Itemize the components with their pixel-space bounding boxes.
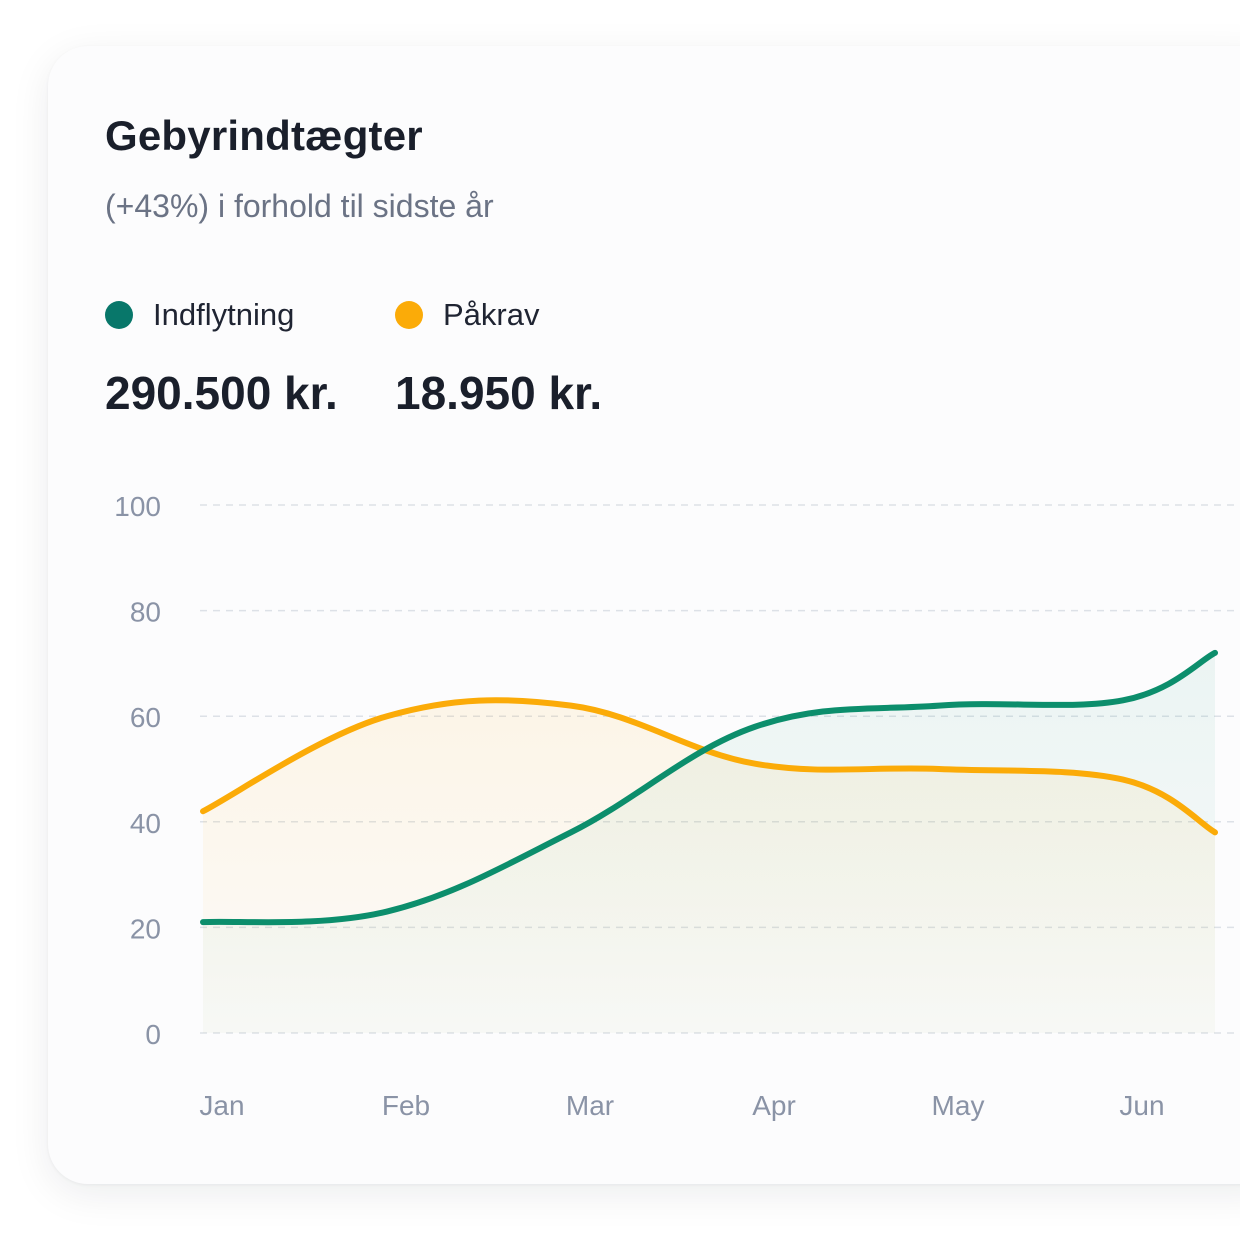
x-tick-label: Jan: [199, 1090, 244, 1121]
legend-item-pakrav[interactable]: Påkrav: [395, 297, 539, 333]
legend-dot-pakrav: [395, 301, 423, 329]
legend-dot-indflytning: [105, 301, 133, 329]
y-tick-label: 60: [130, 702, 161, 733]
x-tick-label: Jun: [1119, 1090, 1164, 1121]
total-indflytning: 290.500 kr.: [105, 367, 338, 419]
legend-label-indflytning: Indflytning: [153, 297, 295, 332]
y-tick-label: 80: [130, 597, 161, 628]
series-area-pakrav: [203, 700, 1215, 1033]
series-line-indflytning: [200, 649, 1218, 926]
legend-item-indflytning[interactable]: Indflytning: [105, 297, 294, 333]
x-tick-label: Mar: [566, 1090, 614, 1121]
y-tick-label: 100: [114, 491, 161, 522]
total-pakrav: 18.950 kr.: [395, 367, 603, 419]
y-tick-label: 40: [130, 808, 161, 839]
y-tick-label: 0: [145, 1019, 161, 1050]
chart-title: Gebyrindtægter: [105, 112, 423, 159]
legend-label-pakrav: Påkrav: [443, 297, 540, 332]
x-tick-label: Apr: [752, 1090, 796, 1121]
y-tick-label: 20: [130, 913, 161, 944]
x-tick-label: Feb: [382, 1090, 430, 1121]
chart-subtitle: (+43%) i forhold til sidste år: [105, 188, 494, 224]
x-tick-label: May: [932, 1090, 985, 1121]
series-line-pakrav: [200, 697, 1218, 836]
